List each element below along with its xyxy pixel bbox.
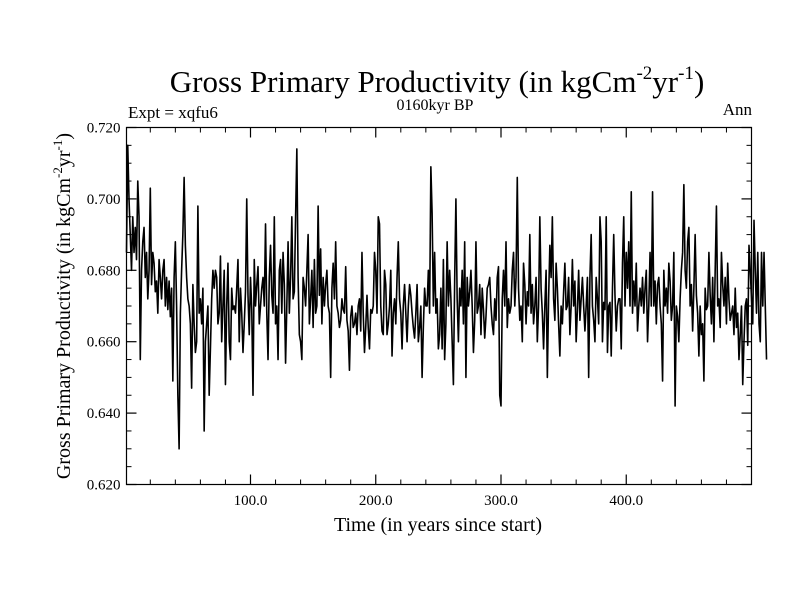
chart-title: Gross Primary Productivity (in kgCm-2yr-… <box>170 63 705 99</box>
minor-ticks <box>126 127 752 485</box>
subtitle-left: Expt = xqfu6 <box>128 103 218 122</box>
x-axis-label: Time (in years since start) <box>334 514 542 536</box>
y-tick-label: 0.680 <box>87 263 121 279</box>
x-tick-label: 100.0 <box>234 493 268 509</box>
major-ticks <box>126 126 752 486</box>
x-tick-label: 200.0 <box>359 493 393 509</box>
y-tick-label: 0.620 <box>87 478 121 494</box>
y-tick-label: 0.640 <box>87 406 121 422</box>
subtitle-right: Ann <box>723 100 753 119</box>
x-tick-label: 300.0 <box>484 493 518 509</box>
y-tick-label: 0.700 <box>87 192 121 208</box>
y-axis-label: Gross Primary Productivity (in kgCm-2yr-… <box>50 133 75 479</box>
series-layer <box>125 144 768 450</box>
y-tick-label: 0.720 <box>87 121 121 137</box>
y-tick-label: 0.660 <box>87 335 121 351</box>
tick-labels: 100.0 200.0 300.0 400.0 0.620 0.640 0.660 0.680… <box>87 121 643 510</box>
plot-frame <box>125 126 753 486</box>
series-line-annual-gpp <box>125 144 768 450</box>
subtitle-center: 0160kyr BP <box>397 97 474 114</box>
x-tick-label: 400.0 <box>609 493 643 509</box>
